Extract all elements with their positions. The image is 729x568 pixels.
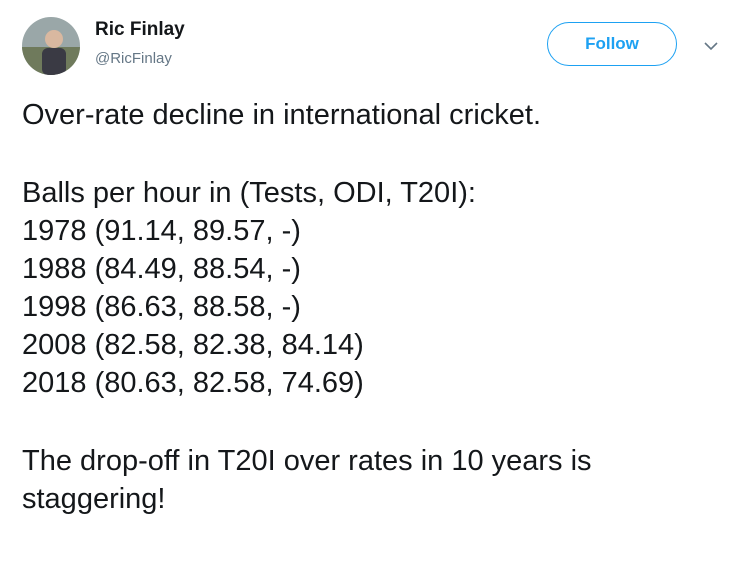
paragraph: Over-rate decline in international crick…: [22, 96, 722, 134]
avatar[interactable]: [22, 17, 80, 75]
text-line: 1978 (91.14, 89.57, -): [22, 215, 301, 247]
tweet-text: Over-rate decline in international crick…: [22, 96, 722, 558]
text-line: 1998 (86.63, 88.58, -): [22, 291, 301, 323]
text-line: The drop-off in T20I over rates in 10 ye…: [22, 445, 592, 477]
follow-button[interactable]: Follow: [547, 22, 677, 66]
author-handle[interactable]: @RicFinlay: [95, 50, 172, 67]
text-line: staggering!: [22, 483, 166, 515]
menu-chevron[interactable]: [703, 40, 719, 52]
text-line: 2008 (82.58, 82.38, 84.14): [22, 329, 364, 361]
author-name[interactable]: Ric Finlay: [95, 19, 185, 40]
paragraph: Balls per hour in (Tests, ODI, T20I): 197…: [22, 174, 722, 402]
text-line: 1988 (84.49, 88.54, -): [22, 253, 301, 285]
text-line: 2018 (80.63, 82.58, 74.69): [22, 367, 364, 399]
text-line: Over-rate decline in international crick…: [22, 99, 542, 131]
text-line: Balls per hour in (Tests, ODI, T20I):: [22, 177, 476, 209]
paragraph: The drop-off in T20I over rates in 10 ye…: [22, 442, 722, 518]
